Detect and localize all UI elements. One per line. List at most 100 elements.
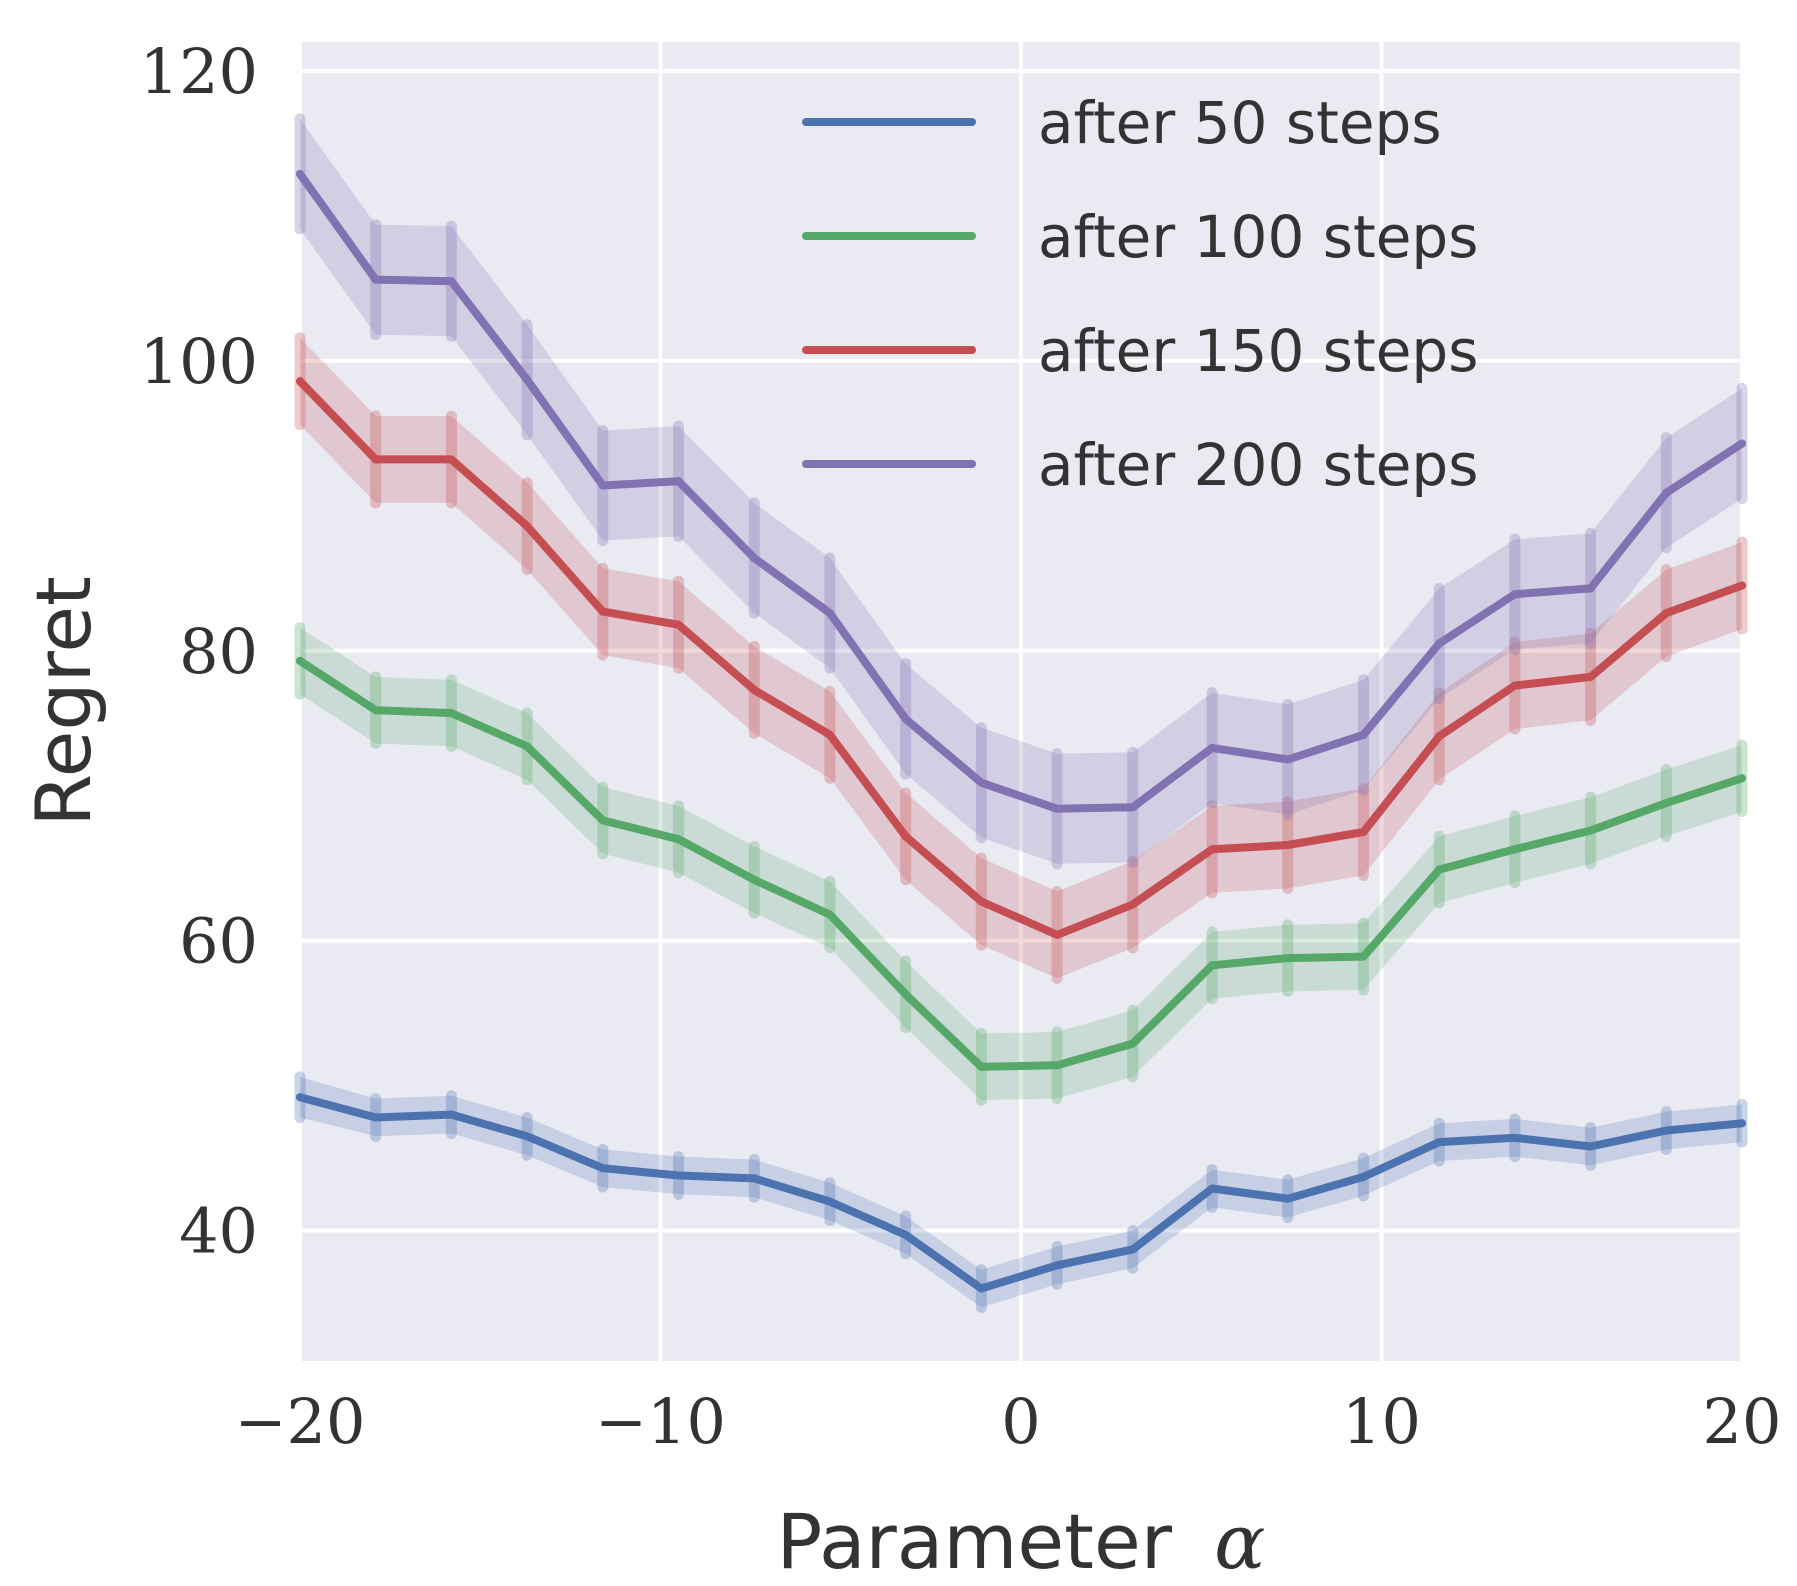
data-point bbox=[523, 375, 532, 384]
tick-labels: −20 −10 0 10 20 40 60 80 100 120 bbox=[140, 35, 1782, 1458]
confidence-band bbox=[300, 1076, 1742, 1308]
data-point bbox=[296, 377, 304, 386]
data-point bbox=[825, 609, 834, 618]
data-point bbox=[447, 709, 456, 718]
data-point bbox=[1053, 930, 1062, 939]
x-tick-label: −20 bbox=[235, 1385, 366, 1458]
data-point bbox=[1283, 954, 1292, 963]
data-point bbox=[750, 1174, 759, 1183]
x-tick-label: 20 bbox=[1703, 1385, 1782, 1458]
series-3 bbox=[294, 332, 1748, 984]
y-tick-label: 120 bbox=[140, 35, 258, 108]
data-point bbox=[1053, 804, 1062, 813]
data-point bbox=[1359, 952, 1368, 961]
data-point bbox=[1359, 827, 1368, 836]
data-point bbox=[1208, 743, 1217, 752]
data-point bbox=[447, 1110, 456, 1119]
data-point bbox=[825, 730, 834, 739]
data-point bbox=[1283, 840, 1292, 849]
data-point bbox=[1510, 590, 1519, 599]
data-point bbox=[750, 554, 759, 563]
data-point bbox=[901, 990, 910, 999]
data-point bbox=[901, 714, 910, 723]
data-point bbox=[296, 656, 304, 665]
data-point bbox=[1510, 1133, 1519, 1142]
series-2 bbox=[294, 622, 1748, 1106]
data-point bbox=[1662, 1126, 1671, 1135]
data-point bbox=[1586, 584, 1595, 593]
legend-label: after 150 steps bbox=[1038, 317, 1478, 385]
data-point bbox=[1738, 581, 1746, 590]
x-axis-label: Parameter α bbox=[777, 1497, 1266, 1586]
series-line bbox=[296, 169, 1746, 813]
legend: after 50 steps after 100 steps after 150 s… bbox=[802, 89, 1478, 499]
data-point bbox=[1283, 1194, 1292, 1203]
x-tick-label: 0 bbox=[1001, 1385, 1040, 1458]
data-point bbox=[371, 706, 380, 715]
data-point bbox=[901, 832, 910, 841]
series-line bbox=[296, 1093, 1746, 1293]
data-point bbox=[371, 275, 380, 284]
data-point bbox=[523, 1132, 532, 1141]
data-point bbox=[1586, 826, 1595, 835]
data-point bbox=[598, 607, 607, 616]
data-point bbox=[1359, 1172, 1368, 1181]
grid-lines bbox=[298, 42, 1744, 1361]
y-tick-label: 40 bbox=[179, 1195, 258, 1268]
data-point bbox=[1435, 639, 1444, 648]
data-point bbox=[371, 455, 380, 464]
data-point bbox=[674, 620, 683, 629]
data-point bbox=[447, 455, 456, 464]
data-point bbox=[1208, 1184, 1217, 1193]
data-point bbox=[674, 477, 683, 486]
series-line bbox=[296, 656, 1746, 1071]
data-point bbox=[1738, 1119, 1746, 1128]
data-point bbox=[1053, 1261, 1062, 1270]
data-point bbox=[1738, 439, 1746, 448]
data-point bbox=[1053, 1061, 1062, 1070]
data-point bbox=[1738, 774, 1746, 783]
data-point bbox=[1510, 681, 1519, 690]
data-point bbox=[1435, 865, 1444, 874]
data-point bbox=[901, 1230, 910, 1239]
data-point bbox=[447, 277, 456, 286]
series-1 bbox=[294, 1071, 1748, 1313]
data-point bbox=[598, 481, 607, 490]
x-axis-label-text: Parameter bbox=[777, 1497, 1173, 1586]
data-point bbox=[1662, 798, 1671, 807]
x-tick-label: 10 bbox=[1342, 1385, 1421, 1458]
data-point bbox=[598, 1164, 607, 1173]
data-point bbox=[1662, 488, 1671, 497]
data-point bbox=[1586, 672, 1595, 681]
confidence-band bbox=[300, 118, 1742, 864]
legend-label: after 100 steps bbox=[1038, 203, 1478, 271]
data-point bbox=[523, 742, 532, 751]
x-tick-label: −10 bbox=[595, 1385, 726, 1458]
y-tick-label: 60 bbox=[179, 905, 258, 978]
legend-entry: after 100 steps bbox=[802, 203, 1478, 271]
data-point bbox=[977, 1062, 986, 1071]
data-point bbox=[598, 816, 607, 825]
data-point bbox=[1128, 1245, 1137, 1254]
legend-entry: after 150 steps bbox=[802, 317, 1478, 385]
data-point bbox=[1128, 1039, 1137, 1048]
legend-entry: after 50 steps bbox=[802, 89, 1442, 157]
data-point bbox=[1510, 845, 1519, 854]
data-point bbox=[825, 910, 834, 919]
series-layer bbox=[294, 113, 1748, 1313]
data-point bbox=[977, 1284, 986, 1293]
y-axis-label: Regret bbox=[19, 576, 108, 827]
confidence-band bbox=[300, 337, 1742, 979]
data-point bbox=[750, 875, 759, 884]
data-point bbox=[1359, 730, 1368, 739]
data-point bbox=[1208, 961, 1217, 970]
data-point bbox=[825, 1197, 834, 1206]
data-point bbox=[977, 778, 986, 787]
data-point bbox=[674, 835, 683, 844]
data-point bbox=[1208, 845, 1217, 854]
data-point bbox=[674, 1171, 683, 1180]
legend-label: after 50 steps bbox=[1038, 89, 1442, 157]
data-point bbox=[1128, 803, 1137, 812]
data-point bbox=[1435, 732, 1444, 741]
